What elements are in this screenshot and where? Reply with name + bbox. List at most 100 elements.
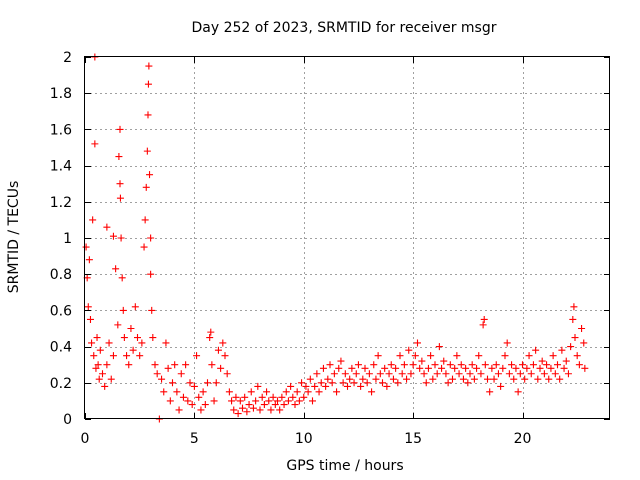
grid-layer: [85, 57, 610, 419]
data-point: [337, 357, 345, 365]
data-point: [551, 370, 559, 378]
data-point: [147, 270, 155, 278]
y-tick-label: 1.2: [50, 195, 72, 211]
data-point: [564, 370, 572, 378]
data-point: [112, 265, 120, 273]
y-axis-label: SRMTID / TECUs: [6, 181, 22, 294]
data-point: [96, 346, 104, 354]
data-point: [207, 328, 215, 336]
data-point: [468, 361, 476, 369]
data-point: [433, 370, 441, 378]
x-axis-label: GPS time / hours: [286, 458, 403, 474]
data-point: [484, 375, 491, 383]
axis-ticks: [85, 57, 610, 420]
x-tick-label: 0: [81, 431, 90, 447]
data-point: [429, 375, 437, 383]
data-point: [512, 364, 520, 372]
data-point: [510, 375, 518, 383]
data-point: [516, 370, 524, 378]
data-point: [164, 364, 172, 372]
data-point: [223, 370, 231, 378]
data-point: [84, 303, 92, 311]
data-point: [136, 352, 144, 360]
data-point: [525, 352, 533, 360]
data-point: [103, 361, 111, 369]
y-tick-label: 0.4: [50, 340, 72, 356]
data-point: [580, 339, 588, 347]
data-point: [486, 388, 494, 396]
data-point: [400, 361, 408, 369]
data-point: [363, 379, 371, 387]
data-point: [407, 370, 415, 378]
data-point: [118, 274, 126, 282]
data-point: [141, 216, 149, 224]
data-point: [414, 339, 421, 347]
data-point: [258, 393, 266, 401]
data-point: [514, 388, 522, 396]
data-point: [179, 393, 187, 401]
data-point: [324, 375, 332, 383]
y-tick-labels: 0 0.2 0.4 0.6 0.8 1 1.2 1.4 1.6 1.8 2: [50, 50, 72, 428]
data-point: [169, 379, 176, 387]
data-point: [142, 183, 150, 191]
data-point: [186, 379, 194, 387]
data-point: [88, 339, 96, 347]
data-point: [210, 397, 218, 405]
data-point: [420, 370, 428, 378]
data-point: [197, 406, 205, 414]
data-point: [381, 364, 389, 372]
data-point: [409, 361, 417, 369]
data-point: [341, 370, 349, 378]
data-point: [475, 352, 483, 360]
data-point: [149, 334, 157, 342]
data-point: [521, 375, 529, 383]
data-point: [263, 388, 271, 396]
data-point: [184, 397, 192, 405]
data-point: [545, 375, 553, 383]
data-point: [144, 111, 152, 119]
data-point: [267, 406, 275, 414]
data-point: [115, 153, 123, 161]
data-point: [225, 388, 233, 396]
plot-frame: [84, 56, 610, 419]
data-point: [144, 80, 152, 88]
data-point: [370, 361, 378, 369]
data-point: [560, 364, 568, 372]
data-point: [204, 379, 211, 387]
data-point: [490, 375, 498, 383]
data-point: [219, 339, 227, 347]
data-point: [86, 315, 94, 323]
chart-title: Day 252 of 2023, SRMTID for receiver msg…: [192, 20, 497, 36]
data-point: [438, 364, 446, 372]
y-tick-label: 1: [63, 231, 72, 247]
data-point: [99, 370, 106, 378]
data-point: [547, 364, 555, 372]
data-point: [326, 361, 334, 369]
data-point: [158, 375, 166, 383]
data-point: [330, 370, 338, 378]
data-point: [352, 370, 360, 378]
data-point: [581, 364, 589, 372]
data-point: [554, 361, 561, 369]
data-point: [529, 361, 537, 369]
data-point: [440, 357, 448, 365]
data-point: [148, 306, 156, 314]
data-point: [411, 352, 419, 360]
data-point: [302, 382, 310, 390]
data-point: [422, 379, 430, 387]
data-point: [239, 404, 246, 412]
data-point: [311, 382, 319, 390]
data-point: [201, 401, 209, 409]
data-point: [470, 375, 478, 383]
data-point: [153, 370, 161, 378]
data-point: [354, 361, 362, 369]
data-point: [376, 370, 384, 378]
data-points: [82, 53, 589, 423]
data-point: [127, 325, 135, 332]
data-point: [123, 352, 131, 360]
data-point: [193, 352, 201, 360]
data-point: [494, 370, 502, 378]
data-point: [383, 382, 391, 390]
data-point: [287, 382, 295, 390]
